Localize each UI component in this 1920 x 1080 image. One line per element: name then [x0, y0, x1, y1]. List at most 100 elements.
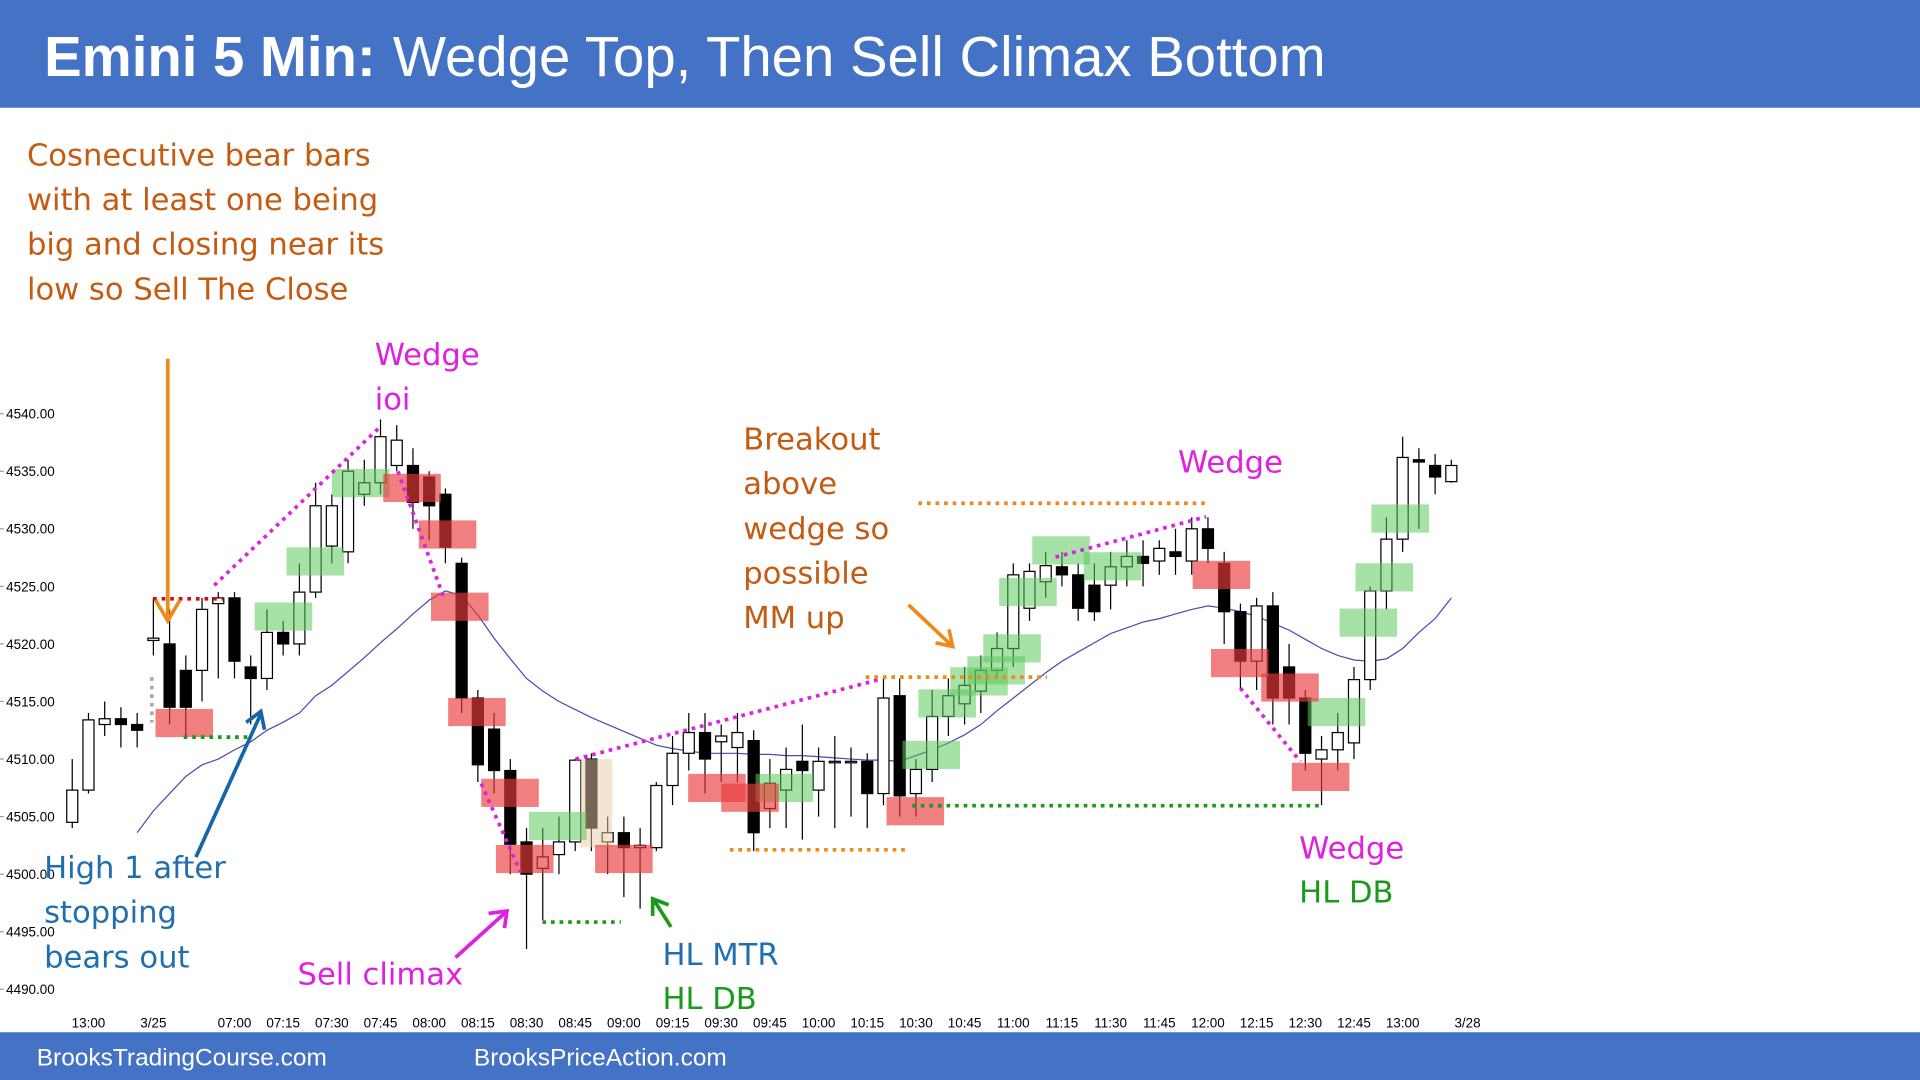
annotation: Sell climax — [298, 957, 464, 992]
footer-link: BrooksPriceAction.com — [474, 1044, 727, 1071]
wedge-line — [575, 677, 880, 761]
candle-body — [909, 768, 923, 795]
candle-body — [1185, 528, 1198, 562]
y-tick-label: 4515.00 — [6, 694, 55, 709]
candle-body — [244, 666, 257, 680]
annotation: wedge so — [743, 512, 889, 547]
annotation: HL MTR — [662, 938, 778, 973]
candle-body — [552, 841, 566, 856]
wedge-line — [1055, 514, 1207, 559]
highlight-box — [431, 592, 489, 621]
candle-body — [1396, 456, 1409, 540]
candle-body — [1088, 584, 1101, 613]
x-tick-label: 12:00 — [1191, 1015, 1225, 1030]
candle-body — [731, 731, 744, 749]
text-layer: 4490.00 4495.00 4500.00 4505.00 4510.00 4515.… — [0, 138, 1481, 1030]
chart-title: Emini 5 Min: Wedge Top, Then Sell Climax … — [44, 25, 1326, 88]
y-tick-label: 4530.00 — [6, 522, 55, 537]
candle-body — [212, 597, 225, 605]
x-tick-label: 10:15 — [850, 1015, 884, 1030]
candle-body — [98, 718, 111, 726]
arrow — [907, 603, 956, 649]
highlight-box — [1032, 536, 1090, 565]
highlight-box — [1261, 673, 1319, 702]
highlight-box — [448, 697, 506, 727]
highlight-layer — [155, 468, 1429, 874]
wedge-line — [479, 782, 523, 873]
highlight-box — [886, 797, 945, 826]
highlight-box — [1371, 504, 1429, 533]
annotation: Wedge — [375, 338, 480, 373]
x-tick-label: 08:30 — [510, 1015, 544, 1030]
candle-body — [650, 784, 663, 849]
highlight-box — [902, 740, 960, 769]
x-tick-label: 12:15 — [1240, 1015, 1274, 1030]
candle-body — [455, 562, 468, 699]
candle-body — [277, 631, 290, 645]
x-tick-label: 08:45 — [558, 1015, 592, 1030]
arrow — [650, 896, 673, 928]
x-tick-label: 07:45 — [364, 1015, 398, 1030]
annotation: Wedge — [1178, 446, 1283, 481]
arrow — [454, 908, 510, 959]
x-tick-label: 13:00 — [72, 1015, 106, 1030]
annotation: big and closing near its — [27, 228, 384, 263]
x-tick-label: 11:30 — [1094, 1015, 1127, 1030]
footer-link: BrooksTradingCourse.com — [37, 1044, 327, 1071]
x-tick-label: 09:45 — [753, 1015, 787, 1030]
annotation: ioi — [375, 383, 411, 418]
annotation: above — [743, 467, 837, 502]
y-tick-label: 4540.00 — [6, 407, 55, 422]
arrow — [153, 358, 182, 625]
candle-body — [682, 731, 695, 754]
annotation: with at least one being — [27, 183, 378, 218]
candle-body — [1055, 566, 1069, 576]
x-tick-label: 07:00 — [218, 1015, 252, 1030]
x-tick-label: 11:15 — [1046, 1015, 1079, 1030]
candle-body — [666, 752, 679, 787]
y-tick-label: 4505.00 — [6, 809, 55, 824]
annotation: stopping — [44, 896, 177, 931]
guide-lines — [150, 427, 1323, 924]
candle-body — [114, 718, 128, 726]
annotation: bears out — [44, 940, 189, 975]
wedge-line — [1238, 687, 1302, 763]
highlight-box — [331, 468, 390, 498]
annotation: High 1 after — [44, 851, 226, 886]
title-prefix: Emini 5 Min: — [44, 25, 376, 88]
candle-body — [147, 637, 160, 642]
candle-body — [325, 505, 338, 547]
annotation: low so Sell The Close — [27, 272, 348, 307]
x-tick-label: 12:45 — [1337, 1015, 1371, 1030]
x-tick-label: 3/28 — [1454, 1015, 1480, 1030]
header-band — [0, 0, 1920, 108]
candle-body — [1201, 528, 1215, 549]
x-tick-label: 10:00 — [802, 1015, 836, 1030]
annotation: possible — [743, 556, 868, 591]
highlight-box — [595, 844, 653, 874]
candle-body — [812, 760, 825, 791]
candle-body — [66, 789, 79, 823]
y-tick-label: 4490.00 — [6, 982, 55, 997]
x-tick-label: 09:15 — [656, 1015, 690, 1030]
highlight-box — [983, 634, 1041, 663]
x-tick-label: 07:30 — [315, 1015, 349, 1030]
x-tick-label: 11:00 — [997, 1015, 1030, 1030]
x-tick-label: 12:30 — [1288, 1015, 1322, 1030]
candle-body — [1153, 547, 1166, 562]
annotation: HL DB — [1299, 875, 1393, 910]
y-tick-label: 4510.00 — [6, 752, 55, 767]
annotation: Cosnecutive bear bars — [27, 138, 371, 173]
highlight-box — [286, 547, 345, 576]
candle-body — [195, 608, 209, 672]
y-tick-label: 4525.00 — [6, 579, 55, 594]
candle-body — [390, 439, 403, 467]
candle-body — [179, 669, 192, 708]
candle-body — [1315, 749, 1328, 760]
x-tick-label: 10:30 — [899, 1015, 933, 1030]
footer-band — [0, 1032, 1920, 1080]
candle-body — [844, 760, 858, 764]
highlight-box — [1339, 608, 1398, 637]
x-tick-label: 07:15 — [266, 1015, 300, 1030]
